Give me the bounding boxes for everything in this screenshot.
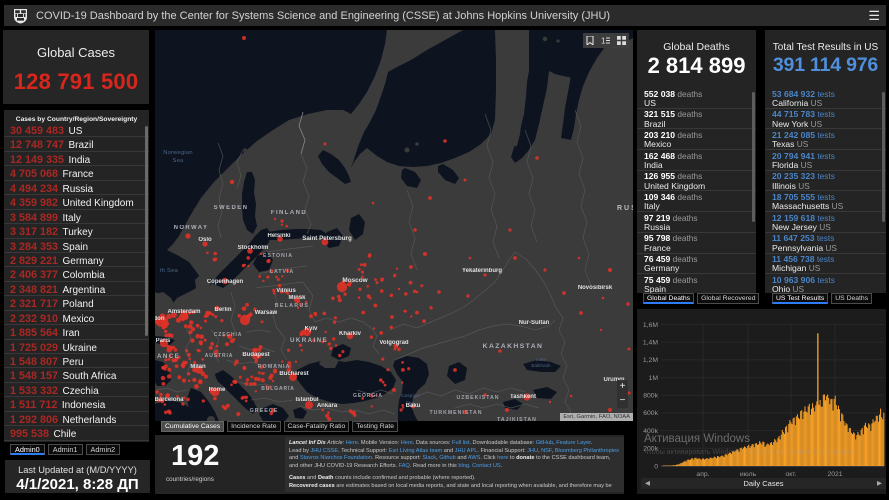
svg-text:Sea: Sea	[406, 400, 415, 406]
svg-text:Warsaw: Warsaw	[255, 310, 278, 316]
svg-text:Caspian: Caspian	[401, 393, 420, 399]
svg-text:TURKMENISTAN: TURKMENISTAN	[429, 410, 482, 416]
svg-text:1,6M: 1,6M	[643, 322, 658, 329]
svg-text:200k: 200k	[643, 446, 658, 453]
svg-text:Nur-Sultan: Nur-Sultan	[519, 320, 550, 326]
svg-text:Novosibirsk: Novosibirsk	[578, 285, 613, 291]
svg-text:th Sea: th Sea	[160, 268, 179, 274]
svg-text:Helsinki: Helsinki	[267, 233, 290, 239]
svg-text:SWEDEN: SWEDEN	[214, 205, 249, 211]
svg-text:Moscow: Moscow	[342, 277, 367, 284]
svg-text:0: 0	[654, 463, 658, 470]
svg-text:NORWAY: NORWAY	[174, 225, 209, 231]
svg-text:Rome: Rome	[209, 387, 226, 393]
svg-text:Saint Petersburg: Saint Petersburg	[302, 235, 352, 242]
svg-text:Sea: Sea	[173, 158, 184, 164]
svg-text:800k: 800k	[643, 393, 658, 400]
svg-text:Istanbul: Istanbul	[295, 397, 318, 403]
svg-text:Oslo: Oslo	[198, 237, 212, 243]
svg-text:Yekaterinburg: Yekaterinburg	[462, 268, 502, 274]
svg-text:Urumqi: Urumqi	[604, 377, 625, 383]
svg-text:Kharkiv: Kharkiv	[339, 331, 362, 337]
svg-text:1,4M: 1,4M	[643, 340, 658, 347]
svg-text:RUSSI: RUSSI	[617, 205, 633, 212]
svg-text:1,2M: 1,2M	[643, 357, 658, 364]
svg-text:Tashkent: Tashkent	[510, 394, 536, 400]
svg-text:BULGARIA: BULGARIA	[261, 386, 295, 392]
svg-text:GEORGIA: GEORGIA	[353, 393, 383, 399]
svg-text:ESTONIA: ESTONIA	[263, 253, 293, 259]
svg-text:Budapest: Budapest	[242, 352, 269, 358]
svg-text:Stockholm: Stockholm	[238, 245, 269, 251]
svg-text:1M: 1M	[649, 375, 659, 382]
svg-text:UZBEKISTAN: UZBEKISTAN	[456, 395, 499, 401]
svg-text:TAJIKISTAN: TAJIKISTAN	[497, 417, 537, 421]
svg-text:Volgograd: Volgograd	[379, 340, 409, 346]
svg-text:600k: 600k	[643, 410, 658, 417]
svg-text:ROMANIA: ROMANIA	[258, 364, 291, 370]
svg-text:400k: 400k	[643, 428, 658, 435]
svg-text:UKRAINE: UKRAINE	[290, 337, 328, 344]
svg-text:Baku: Baku	[406, 403, 421, 409]
svg-text:2021: 2021	[827, 471, 842, 478]
svg-text:окт.: окт.	[785, 471, 796, 478]
svg-text:Bucharest: Bucharest	[279, 371, 308, 377]
svg-text:Berlin: Berlin	[214, 307, 231, 313]
svg-text:LATVIA: LATVIA	[270, 269, 294, 275]
svg-text:Lake: Lake	[536, 357, 547, 362]
svg-text:Kyiv: Kyiv	[305, 326, 318, 332]
svg-text:AUSTRIA: AUSTRIA	[205, 353, 234, 359]
svg-text:FINLAND: FINLAND	[271, 210, 307, 216]
svg-text:Vilnius: Vilnius	[276, 288, 296, 294]
svg-text:Norwegian: Norwegian	[163, 150, 193, 156]
svg-text:Barcelona: Barcelona	[155, 397, 184, 403]
svg-text:Minsk: Minsk	[288, 295, 306, 301]
svg-text:Paris: Paris	[156, 338, 171, 344]
svg-text:CZECHIA: CZECHIA	[214, 332, 243, 338]
svg-text:июль: июль	[740, 471, 757, 478]
svg-text:KAZAKHSTAN: KAZAKHSTAN	[483, 343, 544, 350]
svg-text:Balkhash: Balkhash	[531, 363, 551, 368]
svg-text:BELARUS: BELARUS	[275, 303, 309, 309]
svg-text:1: 1	[601, 37, 606, 46]
svg-text:Amsterdam: Amsterdam	[167, 309, 200, 315]
svg-text:Ankara: Ankara	[317, 403, 338, 409]
svg-text:don: don	[155, 316, 165, 322]
svg-text:апр.: апр.	[696, 471, 709, 478]
svg-text:Milan: Milan	[190, 364, 206, 370]
svg-text:ANCE: ANCE	[157, 353, 180, 360]
svg-text:Copenhagen: Copenhagen	[207, 279, 244, 285]
svg-text:GREECE: GREECE	[250, 408, 279, 414]
